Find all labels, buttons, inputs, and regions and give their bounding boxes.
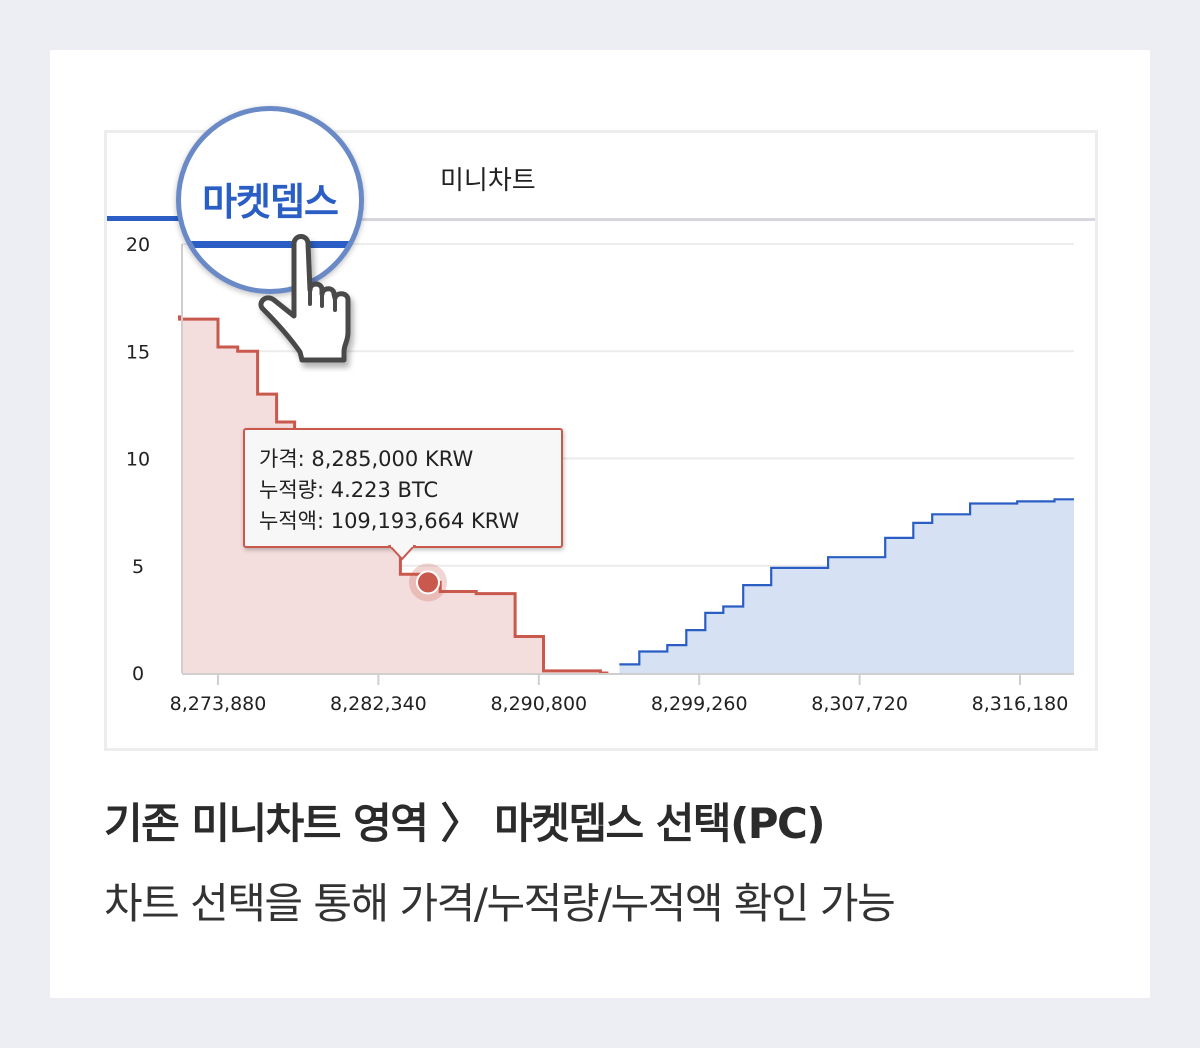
tooltip-price: 가격: 8,285,000 KRW xyxy=(259,447,474,471)
depth-chart[interactable]: 0 5 10 15 20 8,273,880 8,282,340 8,290,800 8,299… xyxy=(0,0,1200,760)
tooltip-total: 누적액: 109,193,664 KRW xyxy=(259,509,520,533)
tooltip-amount: 누적량: 4.223 BTC xyxy=(259,478,439,502)
y-tick-label: 10 xyxy=(126,449,150,471)
caption-subtitle: 차트 선택을 통해 가격/누적량/누적액 확인 가능 xyxy=(104,879,896,928)
x-tick-label: 8,290,800 xyxy=(490,693,587,715)
x-tick-label: 8,273,880 xyxy=(170,693,267,715)
tab-mini-chart[interactable]: 미니차트 xyxy=(440,166,536,196)
tab-divider xyxy=(107,218,1095,221)
x-tick-label: 8,282,340 xyxy=(330,693,427,715)
y-tick-label: 5 xyxy=(132,556,144,578)
x-tick-label: 8,316,180 xyxy=(972,693,1069,715)
tab-market-depth-label: 마켓뎁스 xyxy=(202,180,339,224)
caption-title: 기존 미니차트 영역 〉 마켓뎁스 선택(PC) xyxy=(104,799,826,848)
ask-area xyxy=(619,499,1074,673)
x-tick-label: 8,307,720 xyxy=(811,693,908,715)
tab-market-depth-magnified[interactable]: 마켓뎁스 xyxy=(176,106,364,294)
active-tab-indicator xyxy=(107,216,187,221)
y-tick-label: 0 xyxy=(132,663,144,685)
active-tab-underline xyxy=(181,241,359,248)
y-tick-label: 15 xyxy=(126,341,150,363)
chart-tooltip: 가격: 8,285,000 KRW 누적량: 4.223 BTC 누적액: 10… xyxy=(243,428,563,548)
bid-area xyxy=(179,316,609,673)
y-tick-label: 20 xyxy=(126,234,150,256)
ask-line[interactable] xyxy=(619,498,1074,666)
hand-pointer-icon xyxy=(258,234,351,363)
tooltip-arrow xyxy=(388,545,417,561)
highlight-point[interactable] xyxy=(416,570,440,595)
x-tick-label: 8,299,260 xyxy=(651,693,748,715)
